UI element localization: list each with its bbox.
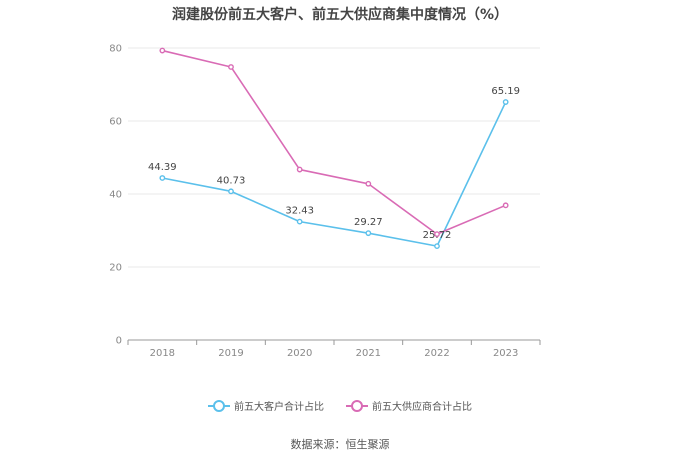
x-tick-label: 2023: [493, 348, 518, 359]
data-point[interactable]: [228, 188, 234, 195]
legend-label-suppliers: 前五大供应商合计占比: [372, 402, 472, 413]
legend-swatch-suppliers: [346, 399, 368, 412]
y-tick-label: 80: [109, 44, 122, 55]
data-label: 25.72: [423, 230, 452, 241]
data-point[interactable]: [434, 231, 440, 238]
legend-item-customers[interactable]: 前五大客户合计占比: [208, 398, 324, 413]
data-point[interactable]: [159, 47, 166, 54]
data-source: 数据来源：恒生聚源: [290, 438, 390, 451]
data-label: 44.39: [148, 162, 177, 173]
x-tick-label: 2022: [424, 348, 449, 359]
x-tick-label: 2019: [218, 348, 243, 359]
chart-title: 润建股份前五大客户、前五大供应商集中度情况（%）: [171, 7, 509, 23]
series-line-0: [162, 101, 507, 247]
y-tick-label: 20: [109, 263, 122, 274]
y-tick-label: 0: [116, 336, 122, 347]
grid-lines: [128, 47, 540, 268]
x-tick-label: 2020: [287, 348, 312, 359]
data-point[interactable]: [365, 180, 372, 187]
data-point[interactable]: [296, 166, 303, 173]
x-tick-label: 2018: [150, 348, 175, 359]
legend: 前五大客户合计占比 前五大供应商合计占比: [0, 398, 680, 413]
series-line-1: [162, 49, 506, 235]
y-tick-label: 60: [109, 117, 122, 128]
data-label: 65.19: [491, 86, 520, 97]
y-tick-label: 40: [109, 190, 122, 201]
legend-swatch-customers: [208, 399, 230, 412]
legend-item-suppliers[interactable]: 前五大供应商合计占比: [346, 398, 472, 413]
series: [159, 47, 509, 250]
data-point[interactable]: [228, 64, 234, 70]
data-label: 29.27: [354, 217, 383, 228]
axes: 0 20 40 60 80 2018 2019 2020 2021 2022 2023: [109, 44, 541, 359]
data-point[interactable]: [502, 99, 509, 105]
data-point[interactable]: [296, 218, 303, 225]
data-point[interactable]: [365, 230, 372, 237]
x-tick-label: 2021: [356, 348, 381, 359]
data-point[interactable]: [434, 243, 440, 250]
data-label: 40.73: [217, 175, 246, 186]
data-label: 32.43: [285, 206, 314, 217]
data-point[interactable]: [502, 202, 509, 209]
data-labels: 44.39 40.73 32.43 29.27 25.72 65.19: [148, 86, 520, 241]
legend-label-customers: 前五大客户合计占比: [234, 402, 324, 413]
data-point[interactable]: [159, 175, 166, 181]
